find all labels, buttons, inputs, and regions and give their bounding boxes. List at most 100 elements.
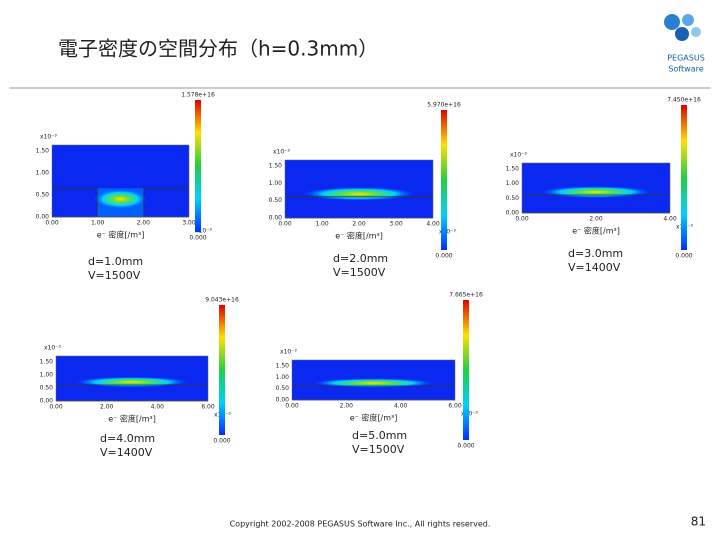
y-tick-label: 0.50	[36, 192, 50, 199]
x-axis-label: e⁻ 密度[/m³]	[572, 226, 620, 236]
x-tick-label: 0.00	[515, 216, 529, 223]
x-exponent: x10⁻³	[195, 228, 212, 235]
x-tick-label: 3.00	[389, 221, 403, 228]
density-glow	[74, 376, 190, 388]
y-tick-label: 1.50	[276, 363, 290, 370]
x-tick-label: 2.00	[340, 403, 354, 410]
y-tick-label: 0.00	[36, 214, 50, 221]
x-tick-label: 4.00	[426, 221, 440, 228]
x-tick-label: 6.00	[448, 403, 462, 410]
logo-name: PEGASUS	[667, 54, 705, 63]
colorbar	[463, 300, 469, 440]
panel: 1.501.000.500.000.002.004.00x10⁻³x10⁻³e⁻…	[506, 97, 701, 275]
label-d: d=4.0mm	[100, 432, 155, 445]
electrode	[52, 187, 98, 217]
panel: 1.501.000.500.000.00 1.00 2.00 3.00 4.00x10⁻…	[269, 102, 461, 280]
x-tick-label: 0.00	[49, 404, 63, 411]
x-axis-label: e⁻ 密度[/m³]	[335, 231, 383, 241]
y-exponent: x10⁻³	[510, 152, 527, 159]
plot-frame	[284, 159, 434, 219]
x-tick-label: 0.00	[45, 220, 59, 227]
x-tick-label: 0.00	[285, 403, 299, 410]
y-tick-label: 1.00	[269, 180, 283, 187]
x-tick-label: 0.00	[278, 221, 292, 228]
x-tick-label: 1.00	[315, 221, 329, 228]
panel: 1.501.000.500.000.00 1.00 2.00 3.00x10⁻³x10…	[36, 92, 215, 283]
logo-sub: Software	[668, 65, 703, 74]
y-tick-label: 0.00	[269, 215, 283, 222]
density-glow	[311, 378, 436, 388]
y-tick-label: 1.00	[506, 180, 520, 187]
plot-frame	[291, 359, 456, 401]
label-d: d=5.0mm	[352, 429, 407, 442]
colorbar	[681, 105, 687, 250]
label-v: V=1400V	[568, 261, 621, 274]
colorbar	[195, 100, 201, 232]
y-tick-label: 1.00	[40, 372, 54, 379]
label-d: d=2.0mm	[333, 252, 388, 265]
y-tick-label: 0.00	[40, 398, 54, 405]
y-exponent: x10⁻³	[273, 149, 290, 156]
x-axis-label: e⁻ 密度[/m³]	[97, 230, 145, 240]
density-glow	[302, 186, 416, 201]
y-tick-label: 0.00	[276, 397, 290, 404]
y-tick-label: 0.00	[506, 210, 520, 217]
footer: Copyright 2002-2008 PEGASUS Software Inc…	[230, 520, 491, 529]
colorbar-max: 9.043e+16	[205, 297, 239, 304]
logo: PEGASUS Software	[664, 14, 705, 74]
y-tick-label: 1.50	[40, 359, 54, 366]
colorbar	[441, 110, 447, 250]
y-tick-label: 0.50	[506, 195, 520, 202]
y-tick-label: 1.50	[269, 163, 283, 170]
x-tick-label: 2.00	[589, 216, 603, 223]
colorbar-max: 1.578e+16	[181, 92, 215, 99]
label-v: V=1400V	[100, 446, 153, 459]
x-tick-label: 3.00	[182, 220, 196, 227]
panel: 1.501.000.500.000.002.004.006.00x10⁻³x10…	[40, 297, 239, 460]
x-tick-label: 2.00	[352, 221, 366, 228]
title: 電子密度の空間分布（h=0.3mm）	[58, 37, 378, 61]
label-v: V=1500V	[352, 443, 405, 456]
label-v: V=1500V	[88, 269, 141, 282]
y-tick-label: 0.50	[276, 385, 290, 392]
colorbar-min: 0.000	[435, 253, 452, 260]
y-tick-label: 0.50	[269, 197, 283, 204]
x-axis-label: e⁻ 密度[/m³]	[350, 413, 398, 423]
x-tick-label: 2.00	[100, 404, 114, 411]
y-tick-label: 1.00	[276, 374, 290, 381]
label-d: d=1.0mm	[88, 255, 143, 268]
y-exponent: x10⁻³	[40, 134, 57, 141]
x-tick-label: 2.00	[137, 220, 151, 227]
x-exponent: x10⁻³	[461, 411, 478, 418]
plot-frame	[521, 162, 671, 214]
x-tick-label: 4.00	[663, 216, 677, 223]
colorbar-min: 0.000	[213, 438, 230, 445]
y-exponent: x10⁻³	[280, 349, 297, 356]
y-tick-label: 1.00	[36, 170, 50, 177]
x-axis-label: e⁻ 密度[/m³]	[108, 414, 156, 424]
colorbar-max: 7.450e+16	[667, 97, 701, 104]
colorbar-min: 0.000	[675, 253, 692, 260]
label-d: d=3.0mm	[568, 247, 623, 260]
colorbar	[219, 305, 225, 435]
x-tick-label: 1.00	[91, 220, 105, 227]
plot-frame	[51, 144, 190, 218]
electrode	[143, 187, 189, 217]
x-exponent: x10⁻³	[439, 229, 456, 236]
y-tick-label: 0.50	[40, 385, 54, 392]
x-tick-label: 6.00	[201, 404, 215, 411]
colorbar-min: 0.000	[189, 235, 206, 242]
label-v: V=1500V	[333, 266, 386, 279]
plot-frame	[55, 355, 209, 402]
page-number: 81	[691, 515, 706, 529]
y-tick-label: 1.50	[506, 166, 520, 173]
y-exponent: x10⁻³	[44, 345, 61, 352]
colorbar-max: 5.970e+16	[427, 102, 461, 109]
density-glow	[93, 188, 148, 210]
x-tick-label: 4.00	[151, 404, 165, 411]
colorbar-max: 7.665e+16	[449, 292, 483, 299]
colorbar-min: 0.000	[457, 443, 474, 450]
density-glow	[539, 186, 653, 198]
